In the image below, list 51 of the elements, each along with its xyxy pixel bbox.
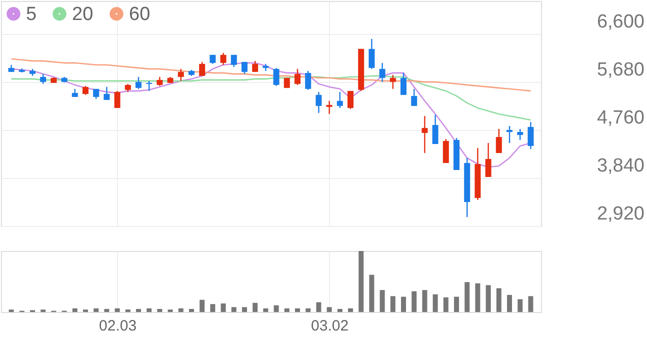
- bar: [295, 308, 300, 312]
- bar: [454, 296, 459, 312]
- bar: [306, 308, 311, 312]
- x-tick-label: 02.03: [99, 318, 137, 334]
- bar: [242, 307, 247, 312]
- bar: [316, 302, 322, 312]
- x-tick-label: 03.02: [311, 318, 349, 334]
- bar: [136, 308, 141, 312]
- bar: [443, 297, 448, 312]
- y-tick-label: 3,840: [596, 155, 644, 176]
- bar: [432, 294, 438, 312]
- legend-label: 20: [72, 4, 94, 25]
- bar: [189, 308, 194, 312]
- bar: [210, 304, 216, 312]
- y-tick-label: 6,600: [596, 11, 644, 32]
- bar: [284, 308, 290, 312]
- y-tick-label: 2,920: [596, 204, 644, 224]
- bar: [422, 290, 428, 312]
- bar: [390, 296, 396, 312]
- bar: [475, 283, 480, 312]
- bar: [220, 303, 226, 312]
- bar: [178, 308, 184, 312]
- bar: [358, 251, 364, 312]
- bar: [252, 302, 258, 312]
- bar: [486, 285, 491, 312]
- bar: [114, 308, 120, 312]
- bar: [337, 308, 342, 312]
- bar: [369, 274, 374, 312]
- bar: [507, 294, 512, 312]
- bar: [157, 308, 162, 312]
- y-tick-label: 4,760: [596, 107, 644, 128]
- bar: [274, 305, 279, 312]
- bar: [146, 308, 152, 312]
- bar: [348, 308, 353, 312]
- bar: [464, 282, 470, 312]
- bar: [496, 288, 502, 312]
- legend-label: 5: [26, 4, 37, 25]
- y-tick-label: 5,680: [596, 59, 644, 80]
- legend-label: 60: [129, 4, 150, 25]
- bar: [380, 290, 385, 312]
- bar: [200, 300, 205, 312]
- bar: [72, 308, 78, 312]
- bar: [518, 299, 523, 312]
- bar: [104, 308, 110, 312]
- bar: [528, 296, 534, 312]
- bar: [326, 307, 332, 312]
- bar: [263, 308, 268, 312]
- bar: [412, 291, 417, 312]
- bar: [231, 307, 236, 312]
- bar: [94, 308, 99, 312]
- bar: [401, 296, 406, 312]
